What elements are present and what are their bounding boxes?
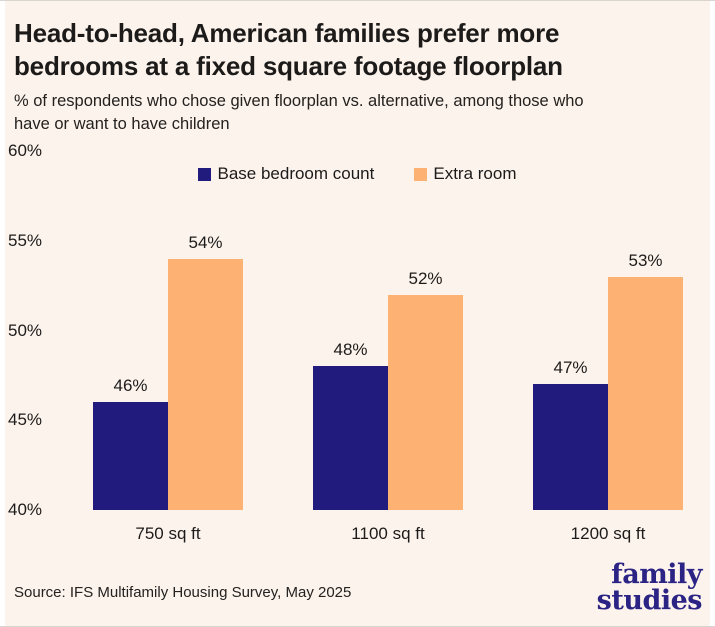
logo-line-family: family [611,559,702,590]
frame-left [0,1,5,626]
x-axis-label-750-sq-ft: 750 sq ft [135,524,201,543]
bar-value-label-extra-room-1200-sq-ft: 53% [628,250,663,270]
y-tick-label-40: 40% [8,500,43,519]
legend-label: Extra room [433,164,517,183]
y-tick-label-60: 60% [8,141,43,160]
bar-extra-room-1100-sq-ft [388,294,463,510]
bar-base-bedroom-count-1200-sq-ft [533,384,608,510]
frame-right [710,1,715,626]
source-note: Source: IFS Multifamily Housing Survey, … [14,584,352,601]
legend-swatch-icon [198,167,212,181]
chart-title: Head-to-head, American families prefer m… [14,18,563,81]
bar-value-label-base-bedroom-count-1200-sq-ft: 47% [553,358,588,378]
legend-label: Base bedroom count [217,164,375,183]
bar-value-label-extra-room-750-sq-ft: 54% [188,232,223,252]
bar-value-label-base-bedroom-count-1100-sq-ft: 48% [333,340,368,360]
family-studies-logo: family studies [596,559,703,616]
legend-item-extra-room: Extra room [414,164,517,184]
y-tick-label-50: 50% [8,320,43,340]
bar-value-label-extra-room-1100-sq-ft: 52% [408,268,443,288]
bar-base-bedroom-count-1100-sq-ft [313,366,388,510]
chart-legend: Base bedroom count Extra room [0,164,715,184]
x-axis-label-1100-sq-ft: 1100 sq ft [351,524,425,543]
bar-value-label-base-bedroom-count-750-sq-ft: 46% [113,376,148,396]
y-tick-label-55: 55% [8,230,43,250]
legend-item-base-bedroom-count: Base bedroom count [198,164,374,184]
chart-subtitle: % of respondents who chose given floorpl… [14,92,584,133]
logo-line-studies: studies [596,585,703,616]
y-tick-label-45: 45% [8,410,43,430]
bar-extra-room-1200-sq-ft [608,276,683,510]
bar-extra-room-750-sq-ft [168,258,243,510]
legend-swatch-icon [414,167,428,181]
x-axis-label-1200-sq-ft: 1200 sq ft [570,524,646,543]
bar-base-bedroom-count-750-sq-ft [93,402,168,510]
